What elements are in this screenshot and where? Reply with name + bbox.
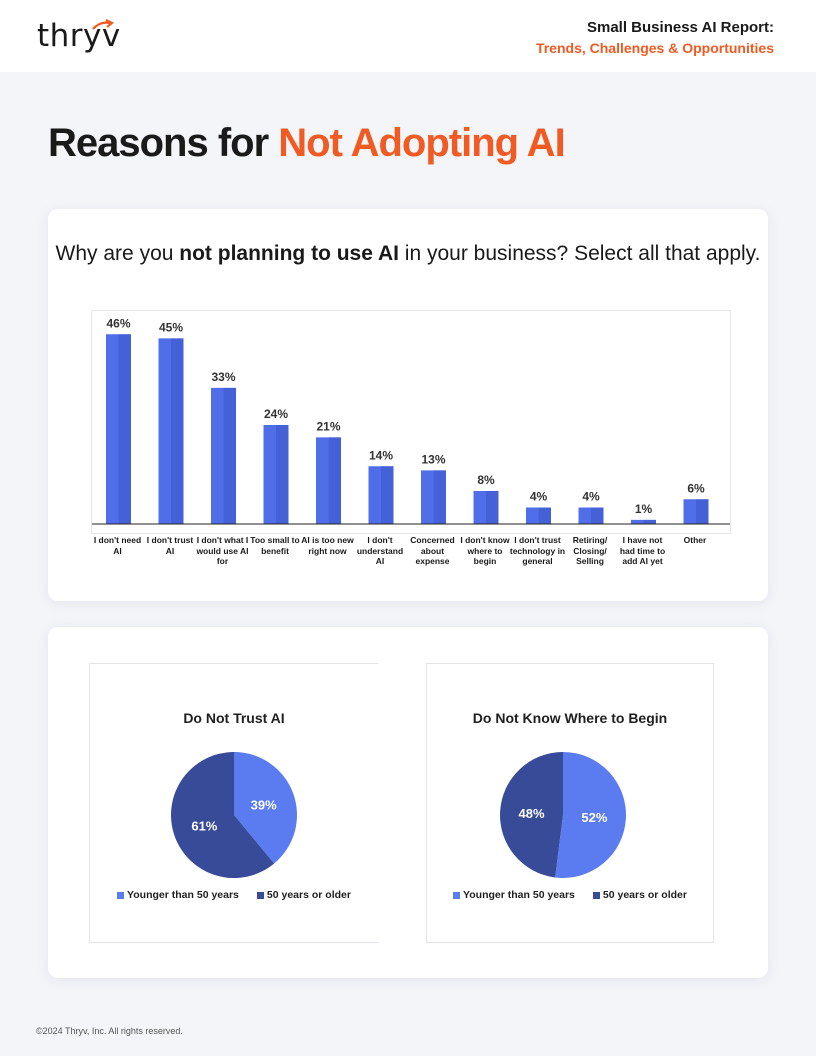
legend-item-younger: Younger than 50 years xyxy=(117,889,239,901)
bar-category-label: Too small to benefit xyxy=(250,535,300,556)
question-bold: not planning to use AI xyxy=(179,242,399,265)
legend-swatch-older xyxy=(256,891,264,899)
bar-shade xyxy=(118,334,131,524)
legend-swatch-younger xyxy=(453,891,461,899)
bar-value-label: 8% xyxy=(477,473,495,487)
bar-value-label: 4% xyxy=(530,490,548,504)
report-title-line2: Trends, Challenges & Opportunities xyxy=(535,40,774,56)
bar xyxy=(473,491,499,524)
bar xyxy=(683,499,709,524)
report-title-line1: Small Business AI Report: xyxy=(587,19,774,36)
bar xyxy=(368,466,394,524)
bar-chart: 46% 45% 33% 24% 21% 14% 13% 8% 4% 4% 1% 6% xyxy=(91,310,731,534)
bar-category-label: AI is too new right now xyxy=(301,535,354,556)
pie-slice-younger xyxy=(234,752,297,864)
bar xyxy=(631,519,656,524)
bar-category-label: Concerned about expense xyxy=(410,535,455,566)
pie-slice-younger xyxy=(555,752,626,878)
question-part2: in your business? Select all that apply. xyxy=(398,242,761,265)
bar-category-label: I don't understand AI xyxy=(356,535,404,566)
legend-label-younger: Younger than 50 years xyxy=(127,889,239,901)
pie-legend-begin: Younger than 50 years 50 years or older xyxy=(427,889,713,901)
legend-label-younger: Younger than 50 years xyxy=(463,889,575,901)
bar-shade xyxy=(223,387,236,524)
bar-chart-card: Why are you not planning to use AI in yo… xyxy=(48,209,768,601)
pie-title-trust: Do Not Trust AI xyxy=(183,710,285,726)
bar-shade xyxy=(328,437,341,524)
bar-shade xyxy=(696,499,709,524)
bar-value-label: 13% xyxy=(421,452,445,466)
bar-shade xyxy=(591,507,604,524)
legend-label-older: 50 years or older xyxy=(602,889,687,901)
copyright-footer: ©2024 Thryv, Inc. All rights reserved. xyxy=(36,1026,183,1036)
report-title: Small Business AI Report: Trends, Challe… xyxy=(536,18,774,58)
bar-category-label: I don't trust technology in general xyxy=(509,535,566,566)
bar xyxy=(211,387,236,524)
pie-slice-label: 48% xyxy=(519,806,545,821)
bar-value-label: 21% xyxy=(316,419,340,433)
bar-category-label: I don't trust AI xyxy=(146,535,194,556)
pie-slice-label: 61% xyxy=(191,819,217,834)
bar-value-label: 24% xyxy=(264,407,288,421)
bar-category-label: I don't need AI xyxy=(93,535,142,556)
pie-slice-label: 39% xyxy=(251,797,277,812)
legend-swatch-older xyxy=(592,891,600,899)
thryv-logo: thryv xyxy=(37,18,121,54)
pie-charts-card: Do Not Trust AI 39% 61% Younger than 50 y… xyxy=(48,627,768,978)
bar xyxy=(578,507,604,524)
pie-legend-trust: Younger than 50 years 50 years or older xyxy=(90,889,378,901)
logo-arrow-icon xyxy=(92,19,114,30)
bar-shade xyxy=(433,470,446,524)
bar-value-label: 46% xyxy=(106,316,130,330)
pie-slice-label: 52% xyxy=(581,810,607,825)
bar-category-label: I have not had time to add AI yet xyxy=(619,535,666,566)
bar-category-label: I don't what I would use AI for xyxy=(196,535,249,566)
pie-panel-trust: Do Not Trust AI 39% 61% Younger than 50 y… xyxy=(89,663,378,943)
bar-value-label: 6% xyxy=(687,481,705,495)
bar-shade xyxy=(276,425,289,524)
bar xyxy=(263,425,289,524)
bar-chart-svg: 46% 45% 33% 24% 21% 14% 13% 8% 4% 4% 1% 6% xyxy=(92,316,730,525)
bar-shade xyxy=(643,519,656,524)
bar-category-label: Other xyxy=(683,535,707,545)
bar-value-label: 4% xyxy=(582,490,600,504)
pie-slice-older xyxy=(499,752,563,878)
bar-value-label: 1% xyxy=(635,502,653,516)
bar-shade xyxy=(381,466,394,524)
page-title-accent: Not Adopting AI xyxy=(278,121,565,165)
bar-category-label: Retiring/ Closing/ Selling xyxy=(572,535,608,566)
bar-shade xyxy=(486,491,499,524)
pie-chart-begin: 52% 48% xyxy=(499,752,626,878)
bar-value-label: 33% xyxy=(211,370,235,384)
legend-swatch-younger xyxy=(117,891,125,899)
bar xyxy=(106,334,131,524)
legend-item-younger: Younger than 50 years xyxy=(453,889,575,901)
bar xyxy=(526,507,551,524)
bar-category-label: I don't know where to begin xyxy=(460,535,510,566)
page-title: Reasons for Not Adopting AI xyxy=(48,118,566,168)
legend-item-older: 50 years or older xyxy=(256,889,351,901)
pie-panel-begin: Do Not Know Where to Begin 52% 48% Younge… xyxy=(426,663,714,943)
header-bar: thryv Small Business AI Report: Trends, … xyxy=(0,0,816,72)
page-title-part1: Reasons for xyxy=(48,121,279,165)
legend-label-older: 50 years or older xyxy=(266,889,351,901)
bar xyxy=(421,470,446,524)
bar xyxy=(316,437,341,524)
bar-value-label: 45% xyxy=(159,320,183,334)
bar-value-label: 14% xyxy=(369,448,393,462)
pie-title-begin: Do Not Know Where to Begin xyxy=(472,710,668,726)
pie-slice-older xyxy=(171,752,275,878)
legend-item-older: 50 years or older xyxy=(592,889,687,901)
question-part1: Why are you xyxy=(55,242,180,265)
bar-shade xyxy=(538,507,551,524)
pie-chart-trust: 39% 61% xyxy=(171,752,297,878)
survey-question: Why are you not planning to use AI in yo… xyxy=(48,241,768,266)
bar-shade xyxy=(171,338,184,524)
bar xyxy=(158,338,184,524)
